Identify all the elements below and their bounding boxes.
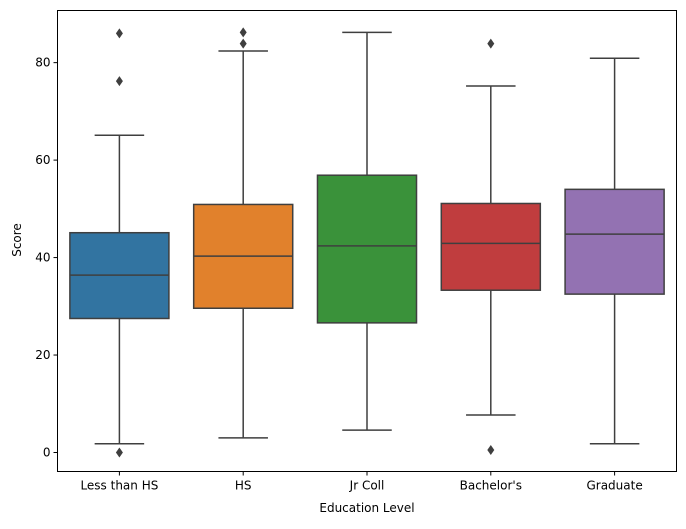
y-tick-label: 0 — [43, 445, 51, 459]
x-tick-label: Graduate — [586, 479, 642, 493]
x-axis-label: Education Level — [319, 501, 414, 515]
outlier-point — [115, 447, 123, 458]
y-tick-label: 80 — [35, 56, 50, 70]
outlier-point — [239, 27, 247, 38]
x-tick-label: Jr Coll — [349, 479, 385, 493]
box — [316, 174, 418, 324]
outlier-point — [239, 38, 247, 49]
outlier-point — [115, 76, 123, 87]
x-tick-label: Bachelor's — [460, 479, 522, 493]
y-tick-label: 20 — [35, 348, 50, 362]
y-tick-label: 60 — [35, 153, 50, 167]
outlier-point — [487, 445, 495, 456]
outlier-point — [115, 28, 123, 39]
x-tick-label: Less than HS — [80, 479, 158, 493]
outlier-point — [487, 38, 495, 49]
y-axis-label: Score — [10, 223, 24, 257]
x-tick-label: HS — [235, 479, 252, 493]
box — [440, 202, 542, 291]
box — [564, 188, 665, 295]
y-tick-label: 40 — [35, 251, 50, 265]
